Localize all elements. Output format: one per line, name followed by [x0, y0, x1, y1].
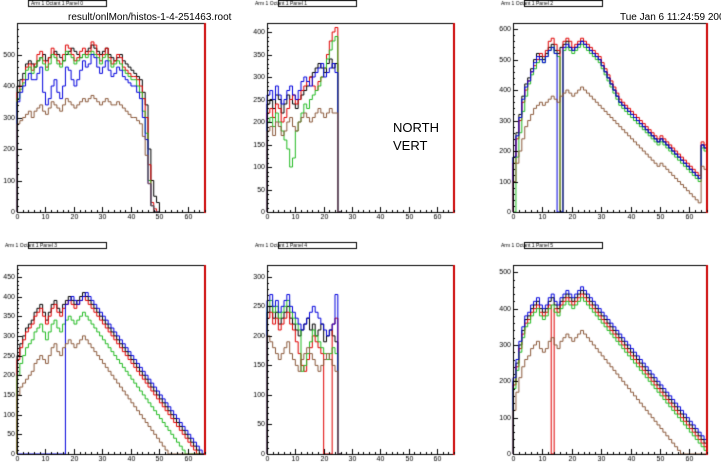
region-label-north: NORTH [393, 120, 439, 135]
region-label-vert: VERT [393, 138, 428, 153]
date-label: Tue Jan 6 11:24:59 2009 [620, 12, 721, 23]
file-path-label: result/onlMon/histos-1-4-251463.root [68, 12, 232, 23]
